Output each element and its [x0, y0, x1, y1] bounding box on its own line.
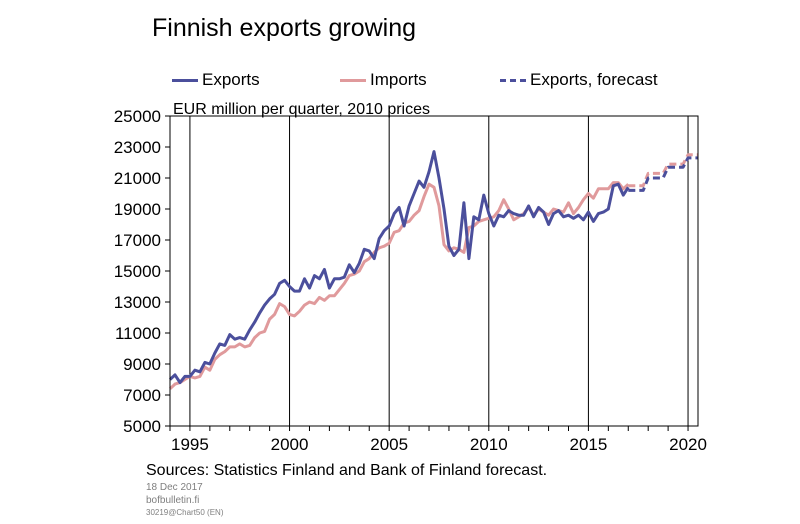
y-tick-label-17000: 17000	[114, 231, 161, 250]
y-tick-label-25000: 25000	[114, 107, 161, 126]
legend: Exports Imports Exports, forecast	[0, 70, 800, 94]
site-note: bofbulletin.fi	[146, 495, 200, 506]
chart: EUR million per quarter, 2010 prices 500…	[114, 101, 707, 454]
y-tick-label-7000: 7000	[123, 386, 161, 405]
y-tick-label-5000: 5000	[123, 417, 161, 436]
legend-label-exports-forecast: Exports, forecast	[530, 70, 658, 89]
y-tick-label-9000: 9000	[123, 355, 161, 374]
x-tick-label-2005: 2005	[370, 435, 408, 454]
legend-label-exports: Exports	[202, 70, 260, 89]
x-tick-label-2010: 2010	[470, 435, 508, 454]
series-line-exports-forecast	[628, 156, 698, 192]
y-tick-label-11000: 11000	[115, 324, 161, 343]
series-line-imports	[168, 181, 630, 390]
legend-entry-exports-forecast: Exports, forecast	[500, 70, 658, 90]
y-tick-label-15000: 15000	[114, 262, 161, 281]
sources-note: Sources: Statistics Finland and Bank of …	[146, 462, 548, 479]
date-note: 18 Dec 2017	[146, 482, 203, 493]
series-line-imports-forecast	[628, 153, 698, 188]
legend-swatch-exports	[172, 78, 198, 82]
y-tick-label-13000: 13000	[114, 293, 161, 312]
y-tick-label-21000: 21000	[114, 169, 161, 188]
chart-code: 30219@Chart50 (EN)	[146, 508, 224, 517]
x-tick-label-2020: 2020	[669, 435, 707, 454]
x-tick-label-1995: 1995	[171, 435, 209, 454]
y-tick-label-23000: 23000	[114, 138, 161, 157]
y-tick-label-19000: 19000	[114, 200, 161, 219]
legend-label-imports: Imports	[370, 70, 427, 89]
plot-frame	[169, 115, 699, 427]
x-tick-label-2000: 2000	[271, 435, 309, 454]
legend-entry-imports: Imports	[340, 70, 427, 90]
legend-swatch-exports-forecast	[500, 78, 526, 82]
legend-entry-exports: Exports	[172, 70, 260, 90]
chart-title: Finnish exports growing	[152, 14, 417, 42]
y-axis-unit-label: EUR million per quarter, 2010 prices	[173, 101, 430, 118]
series-line-exports	[168, 150, 630, 385]
x-tick-label-2015: 2015	[570, 435, 608, 454]
legend-swatch-imports	[340, 78, 366, 82]
